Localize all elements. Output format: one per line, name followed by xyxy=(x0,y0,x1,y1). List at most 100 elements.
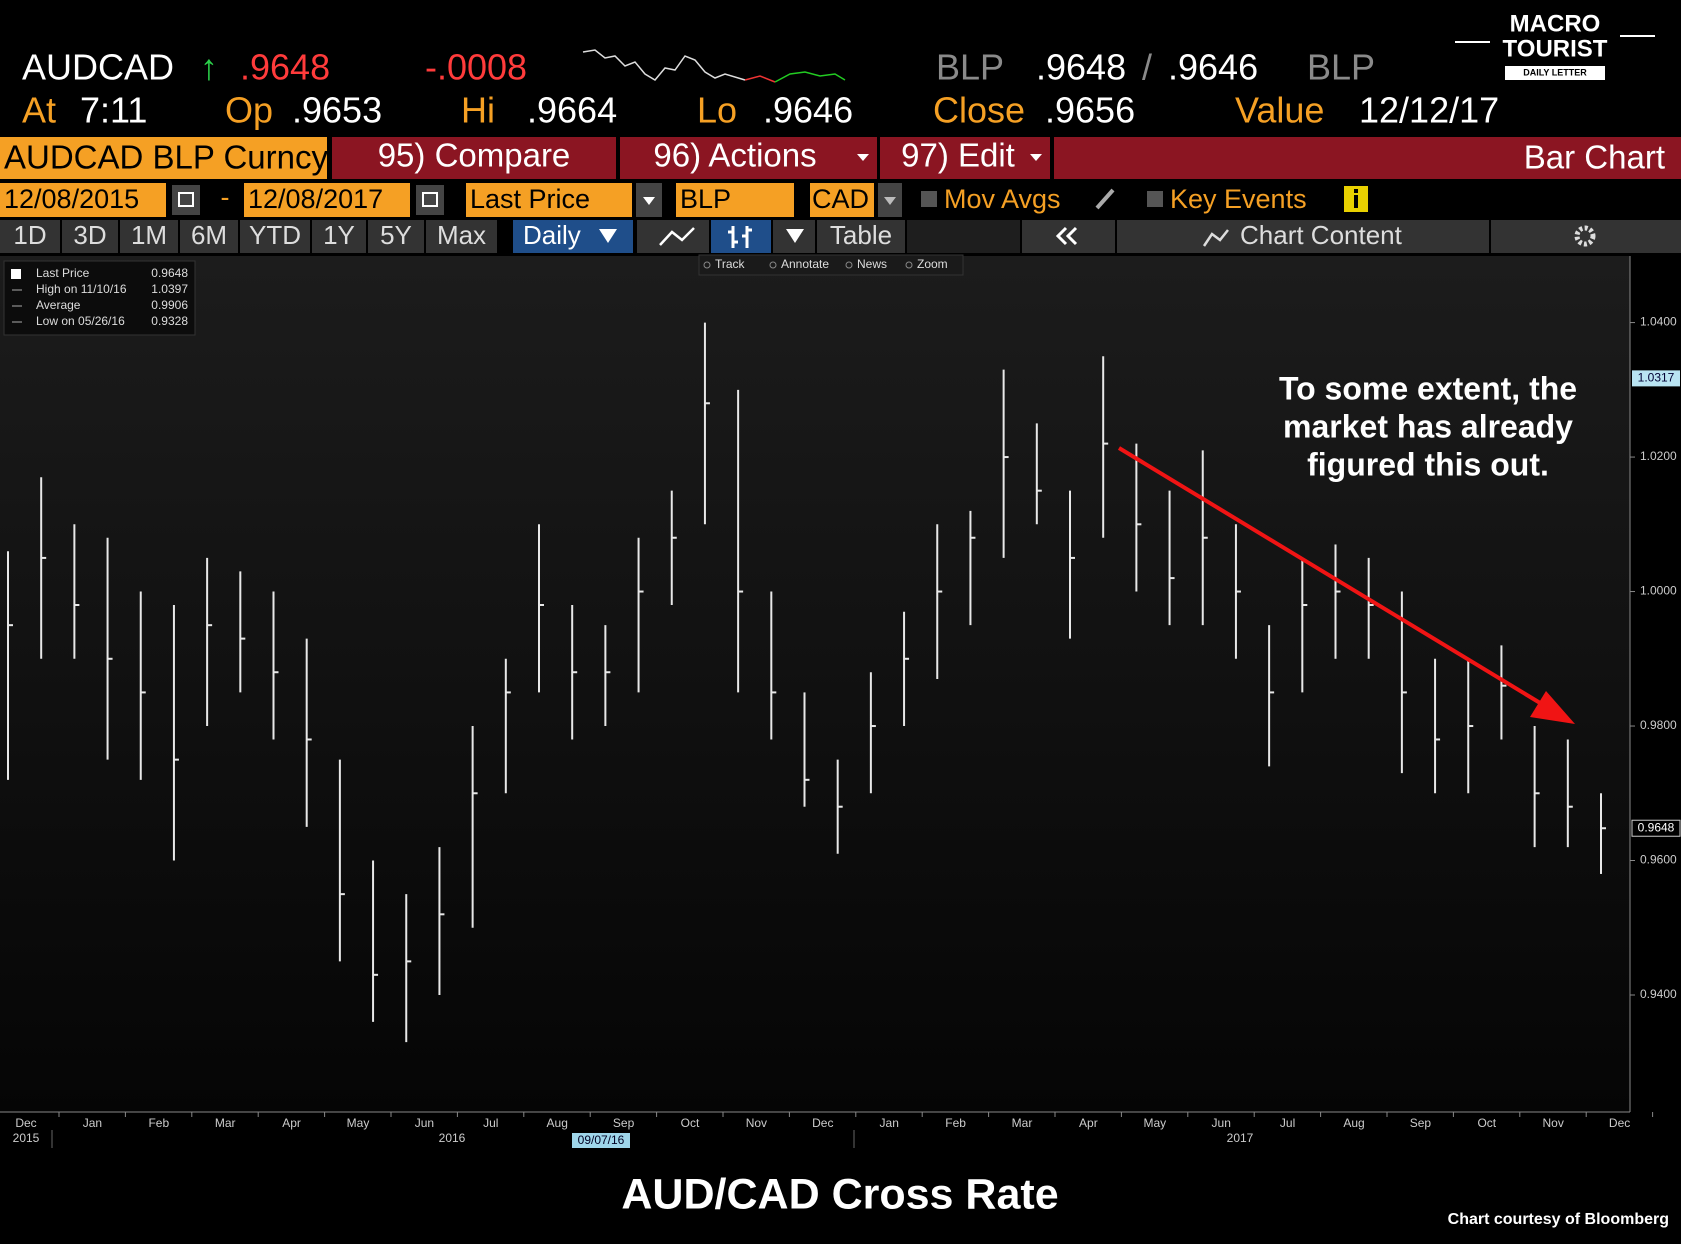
calendar-icon xyxy=(178,192,194,207)
legend-value: 1.0397 xyxy=(151,282,188,296)
period-tab[interactable] xyxy=(62,220,118,253)
period-label[interactable]: 1D xyxy=(13,220,46,250)
period-label[interactable]: 5Y xyxy=(380,220,412,250)
x-tick-label: Oct xyxy=(1477,1116,1496,1130)
x-tick-label: Dec xyxy=(15,1116,36,1130)
period-tab[interactable] xyxy=(368,220,424,253)
period-label[interactable]: 6M xyxy=(191,220,227,250)
tool-label[interactable]: News xyxy=(857,257,887,271)
bar-chart-button[interactable] xyxy=(711,220,771,253)
button[interactable] xyxy=(332,137,616,179)
high: .9664 xyxy=(527,90,617,131)
checkbox[interactable] xyxy=(1147,191,1163,207)
currency[interactable]: CAD xyxy=(812,184,869,214)
date-field[interactable] xyxy=(0,183,166,217)
calendar-button[interactable] xyxy=(172,185,200,215)
security[interactable]: AUDCAD BLP Curncy xyxy=(4,139,328,176)
period-tabs: 1D 3D 1M 6M YTD 1Y 5Y Max xyxy=(0,220,497,253)
period-tab[interactable] xyxy=(240,220,310,253)
key-events[interactable]: Key Events xyxy=(1170,184,1307,214)
edit[interactable]: 97) Edit xyxy=(901,137,1015,174)
value-date: 12/12/17 xyxy=(1359,90,1499,131)
logo-text: TOURIST xyxy=(1503,35,1608,62)
pen-icon[interactable] xyxy=(1095,188,1115,210)
checkbox[interactable] xyxy=(921,191,937,207)
open: .9653 xyxy=(292,90,382,131)
frequency[interactable]: Daily xyxy=(523,220,581,250)
y-tick-label: 0.9800 xyxy=(1640,718,1677,732)
tool-label[interactable]: Track xyxy=(715,257,746,271)
calendar-button[interactable] xyxy=(416,185,444,215)
annotation: figured this out. xyxy=(1307,446,1549,482)
x-tick-label: Jul xyxy=(483,1116,498,1130)
year-label: 2017 xyxy=(1227,1131,1254,1145)
period-label[interactable]: Max xyxy=(437,220,486,250)
period-tab[interactable] xyxy=(0,220,60,253)
tool-label[interactable]: Annotate xyxy=(781,257,829,271)
label: At xyxy=(22,90,56,131)
source-field[interactable] xyxy=(676,183,794,217)
period-label[interactable]: 3D xyxy=(73,220,106,250)
chart-content[interactable]: Chart Content xyxy=(1240,220,1403,250)
cursor-date: 09/07/16 xyxy=(578,1133,625,1147)
tool-label[interactable]: Zoom xyxy=(917,257,948,271)
period-tab[interactable] xyxy=(312,220,366,253)
legend-label: Last Price xyxy=(36,266,90,280)
x-tick-label: May xyxy=(1143,1116,1166,1130)
trend-arrow-head xyxy=(1530,691,1575,724)
tool-icon xyxy=(703,261,711,269)
period-label[interactable]: 1Y xyxy=(323,220,355,250)
price-tag xyxy=(1631,819,1681,837)
last-price: .9648 xyxy=(240,47,330,88)
start-date[interactable]: 12/08/2015 xyxy=(4,184,139,214)
x-tick-label: Nov xyxy=(1543,1116,1564,1130)
actions[interactable]: 96) Actions xyxy=(653,137,816,174)
button[interactable] xyxy=(620,137,877,179)
annotation: market has already xyxy=(1283,408,1573,444)
spacer xyxy=(907,220,1020,253)
chart-content-icon xyxy=(1202,229,1229,247)
y-tick-label: 1.0200 xyxy=(1640,449,1677,463)
source[interactable]: BLP xyxy=(680,184,731,214)
chart-content-button[interactable] xyxy=(1117,220,1489,253)
price-tag-label: 0.9648 xyxy=(1638,820,1675,834)
security-field[interactable] xyxy=(0,137,327,179)
direction: ↑ xyxy=(200,47,218,88)
period-tab[interactable] xyxy=(426,220,497,253)
separator: / xyxy=(1142,47,1152,88)
date-field[interactable] xyxy=(244,183,410,217)
button[interactable] xyxy=(880,137,1050,179)
collapse-icon xyxy=(1055,226,1068,246)
mov-avgs[interactable]: Mov Avgs xyxy=(944,184,1061,214)
period-label[interactable]: YTD xyxy=(249,220,301,250)
label: Lo xyxy=(697,90,737,131)
x-tick-label: Oct xyxy=(681,1116,700,1130)
period-tab[interactable] xyxy=(120,220,178,253)
end-date[interactable]: 12/08/2017 xyxy=(248,184,383,214)
chart: 0.9400 0.9600 0.9800 1.0000 1.0200 1.0400 1.03… xyxy=(0,256,1681,1148)
settings-button[interactable] xyxy=(1491,220,1681,253)
field[interactable]: Last Price xyxy=(470,184,590,214)
tool-icon xyxy=(769,261,777,269)
x-tick-label: Jan xyxy=(880,1116,899,1130)
period-tab[interactable] xyxy=(180,220,238,253)
y-tick-label: 1.0000 xyxy=(1640,584,1677,598)
bid: .9648 xyxy=(1036,47,1126,88)
table[interactable]: Table xyxy=(830,220,892,250)
chart-title: AUD/CAD Cross Rate xyxy=(621,1170,1058,1218)
line-chart-button[interactable] xyxy=(637,220,709,253)
currency-field[interactable] xyxy=(810,183,874,217)
period-label[interactable]: 1M xyxy=(131,220,167,250)
compare[interactable]: 95) Compare xyxy=(378,137,571,174)
chart-tools: Track Annotate News Zoom xyxy=(698,254,964,276)
table-button[interactable] xyxy=(817,220,905,253)
x-tick-label: Nov xyxy=(746,1116,767,1130)
ask: .9646 xyxy=(1168,47,1258,88)
x-tick-label: Dec xyxy=(812,1116,833,1130)
dropdown-arrow xyxy=(884,197,896,205)
title-bar xyxy=(1054,137,1681,179)
x-tick-label: May xyxy=(347,1116,370,1130)
frequency-button[interactable] xyxy=(513,220,633,253)
field-select[interactable] xyxy=(466,183,632,217)
legend-value: 0.9648 xyxy=(151,266,188,280)
